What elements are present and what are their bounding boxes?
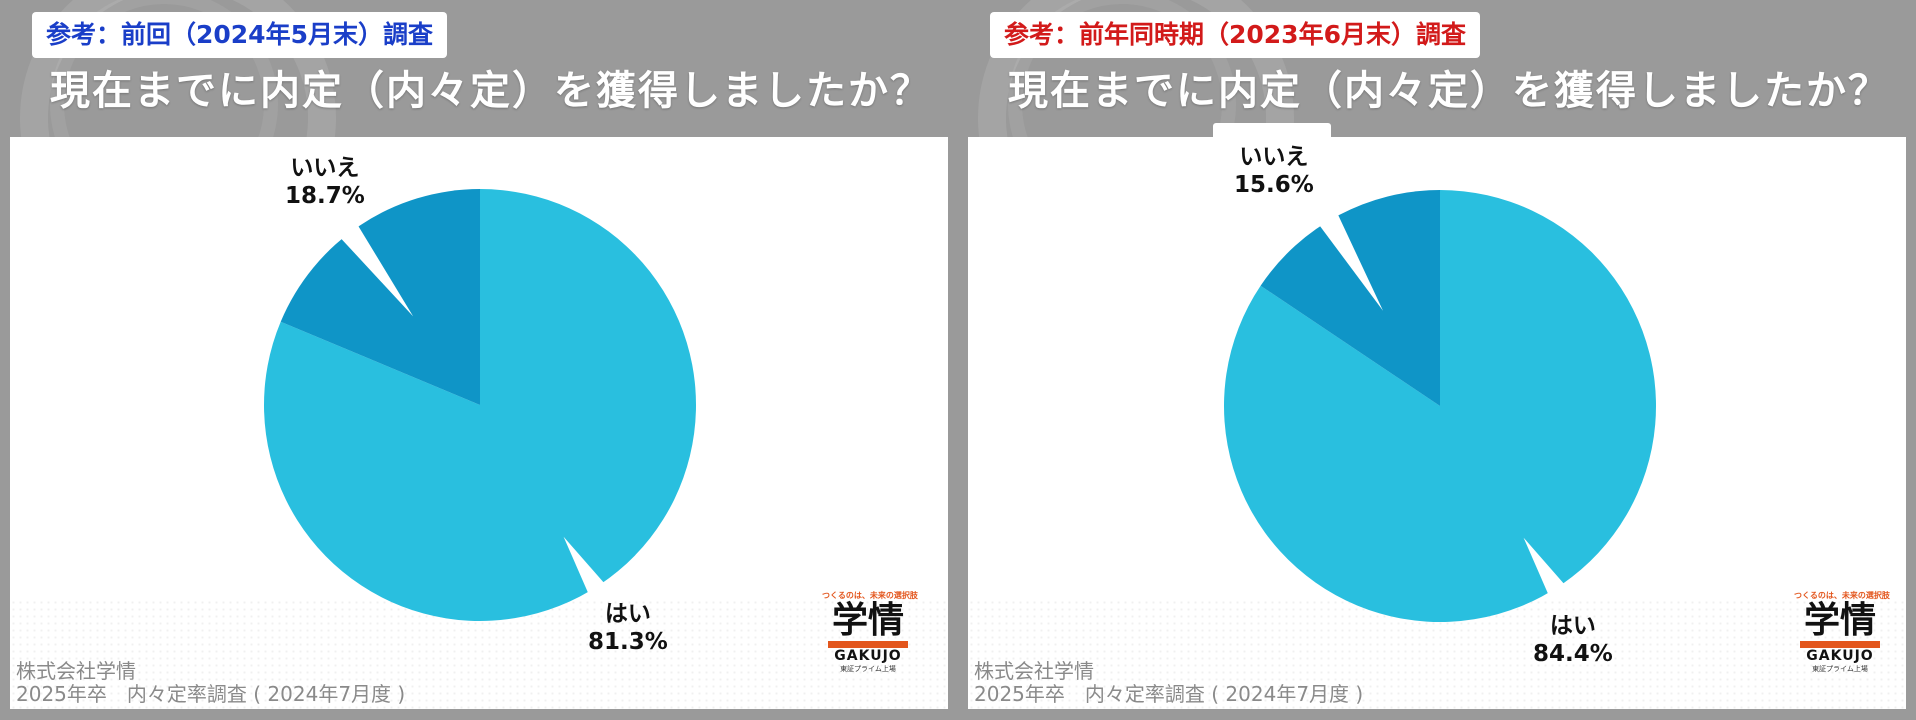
survey-tag: 参考：前回（2024年5月末）調査 xyxy=(32,12,447,58)
question-title: 現在までに内定（内々定）を獲得しましたか？ xyxy=(50,68,932,114)
question-title: 現在までに内定（内々定）を獲得しましたか？ xyxy=(1008,68,1890,114)
slice-label-no: いいえ 18.7% xyxy=(285,154,365,210)
credit-company: 株式会社学情 xyxy=(974,659,1094,683)
gakujo-logo: つくるのは、未来の選択肢 学情 GAKUJO 東証プライム上場 xyxy=(822,590,918,674)
survey-tag: 参考：前年同時期（2023年6月末）調査 xyxy=(990,12,1480,58)
slice-value-yes: 84.4% xyxy=(1533,641,1613,667)
logo-small: 東証プライム上場 xyxy=(840,665,896,673)
credit-survey: 2025年卒 内々定率調査 ( 2024年7月度 ) xyxy=(16,682,406,706)
logo-kanji: 学情 xyxy=(1803,600,1876,641)
pie-chart xyxy=(264,189,696,621)
pie-slice-no xyxy=(280,189,480,405)
slice-value-no: 15.6% xyxy=(1234,172,1314,198)
slice-label-no: いいえ 15.6% xyxy=(1234,143,1314,199)
pie-slice-no xyxy=(1260,190,1440,406)
logo-slogan: つくるのは、未来の選択肢 xyxy=(1794,591,1890,600)
pie-break-mark-no xyxy=(1317,211,1384,311)
slice-label-yes: はい 81.3% xyxy=(588,600,668,656)
credit: 株式会社学情 2025年卒 内々定率調査 ( 2024年7月度 ) xyxy=(16,660,405,706)
slice-label-yes: はい 84.4% xyxy=(1533,612,1613,668)
slice-value-yes: 81.3% xyxy=(588,629,668,655)
pie-chart xyxy=(1224,190,1656,622)
logo-slogan: つくるのは、未来の選択肢 xyxy=(822,591,918,600)
logo-small: 東証プライム上場 xyxy=(1812,665,1868,673)
credit-company: 株式会社学情 xyxy=(16,659,136,683)
left-panel: 参考：前回（2024年5月末）調査 現在までに内定（内々定）を獲得しましたか？ … xyxy=(10,0,948,709)
credit-survey: 2025年卒 内々定率調査 ( 2024年7月度 ) xyxy=(974,682,1364,706)
slice-category-no: いいえ xyxy=(1239,144,1309,170)
right-panel: 参考：前年同時期（2023年6月末）調査 現在までに内定（内々定）を獲得しました… xyxy=(958,0,1916,720)
pie-slice-yes xyxy=(264,189,696,621)
pie-break-mark-yes xyxy=(563,536,607,596)
credit: 株式会社学情 2025年卒 内々定率調査 ( 2024年7月度 ) xyxy=(974,660,1363,706)
pie-break-mark-yes xyxy=(1523,537,1567,597)
slice-category-no: いいえ xyxy=(290,155,360,181)
pie-break-mark-no xyxy=(338,222,414,317)
logo-en: GAKUJO xyxy=(1806,648,1874,664)
slice-category-yes: はい xyxy=(1549,613,1596,639)
logo-kanji: 学情 xyxy=(831,600,904,641)
slice-category-yes: はい xyxy=(604,601,651,627)
slice-value-no: 18.7% xyxy=(285,183,365,209)
gakujo-logo: つくるのは、未来の選択肢 学情 GAKUJO 東証プライム上場 xyxy=(1794,590,1890,674)
logo-en: GAKUJO xyxy=(834,648,902,664)
